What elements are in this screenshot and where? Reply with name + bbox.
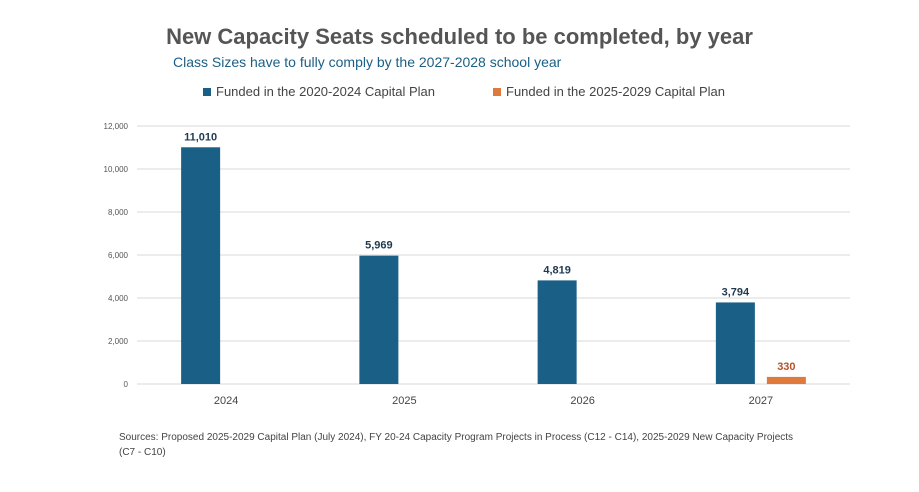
y-tick-label: 6,000 [108, 251, 129, 260]
legend-label-2025-2029: Funded in the 2025-2029 Capital Plan [506, 84, 725, 99]
data-label: 11,010 [184, 131, 217, 143]
bar [359, 255, 399, 384]
legend-swatch-2025-2029 [493, 87, 501, 96]
legend-item-2020-2024: Funded in the 2020-2024 Capital Plan [203, 84, 435, 99]
y-tick-label: 0 [124, 380, 129, 389]
chart-subtitle: Class Sizes have to fully comply by the … [173, 54, 562, 70]
chart-title: New Capacity Seats scheduled to be compl… [166, 24, 753, 49]
bar [181, 147, 221, 384]
source-note: Sources: Proposed 2025-2029 Capital Plan… [119, 432, 794, 458]
legend-item-2025-2029: Funded in the 2025-2029 Capital Plan [493, 84, 725, 99]
legend-label-2020-2024: Funded in the 2020-2024 Capital Plan [216, 84, 435, 99]
x-tick-label: 2025 [392, 395, 416, 407]
bar [715, 302, 755, 384]
bar [766, 376, 806, 384]
x-tick-label: 2024 [214, 395, 238, 407]
x-tick-label: 2027 [749, 395, 773, 407]
y-tick-label: 8,000 [108, 208, 129, 217]
data-label: 4,819 [543, 264, 571, 276]
bar [537, 280, 577, 384]
y-tick-label: 10,000 [104, 165, 129, 174]
data-label: 330 [777, 361, 795, 373]
y-tick-label: 2,000 [108, 337, 129, 346]
data-label: 3,794 [722, 286, 750, 298]
legend-swatch-2020-2024 [203, 87, 211, 96]
data-label: 5,969 [365, 240, 393, 252]
y-tick-label: 12,000 [104, 122, 129, 131]
x-tick-label: 2026 [570, 395, 594, 407]
y-tick-label: 4,000 [108, 294, 129, 303]
